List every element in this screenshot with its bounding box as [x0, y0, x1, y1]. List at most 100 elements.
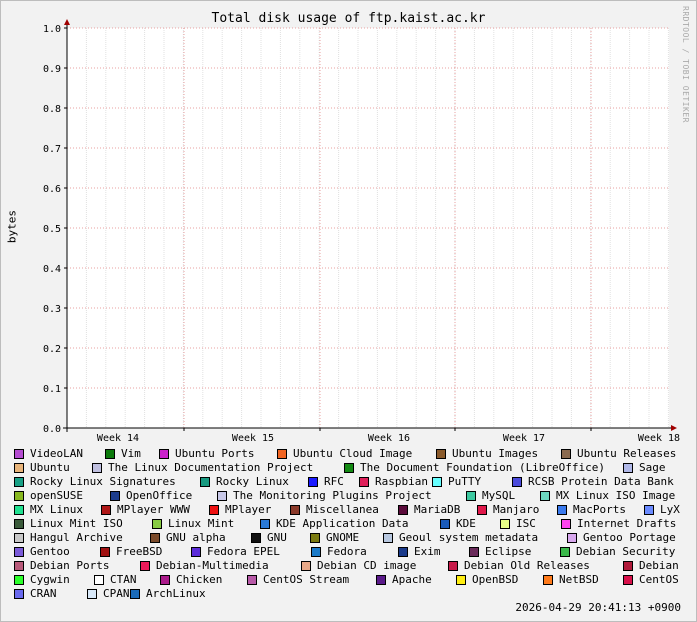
legend-label: FreeBSD: [116, 545, 163, 558]
legend-item: Debian CD image: [301, 559, 416, 572]
legend-swatch: [200, 476, 210, 487]
legend-label: Ubuntu Images: [452, 447, 539, 460]
y-tick-label: 0.8: [43, 104, 61, 115]
legend-swatch: [150, 532, 160, 543]
legend-swatch: [277, 448, 287, 459]
legend-label: GNU alpha: [166, 531, 226, 544]
legend-item: Debian Old Releases: [448, 559, 590, 572]
legend-item: Sage: [623, 461, 666, 474]
legend-swatch: [644, 504, 654, 515]
legend-swatch: [567, 532, 577, 543]
legend-item: Fedora: [311, 545, 367, 558]
legend-item: MX Linux: [14, 503, 83, 516]
legend-item: Linux Mint ISO: [14, 517, 123, 530]
legend-swatch: [105, 448, 115, 459]
x-tick-label: Week 17: [503, 433, 545, 444]
y-tick-label: 0.3: [43, 304, 61, 315]
legend-swatch: [217, 490, 227, 501]
legend-swatch: [623, 462, 633, 473]
legend-swatch: [160, 574, 170, 585]
legend-item: Rocky Linux Signatures: [14, 475, 176, 488]
legend-label: Vim: [121, 447, 141, 460]
legend-swatch: [110, 490, 120, 501]
legend-item: Raspbian: [359, 475, 428, 488]
legend-label: NetBSD: [559, 573, 599, 586]
legend-item: Debian Ports: [14, 559, 109, 572]
legend-item: ArchLinux: [130, 587, 206, 600]
legend-label: CPAN: [103, 587, 130, 600]
legend-label: Fedora EPEL: [207, 545, 280, 558]
legend-item: VideoLAN: [14, 447, 83, 460]
legend-item: GNU alpha: [150, 531, 226, 544]
legend-label: CTAN: [110, 573, 137, 586]
legend-swatch: [87, 588, 97, 599]
legend-label: Cygwin: [30, 573, 70, 586]
legend-label: OpenBSD: [472, 573, 519, 586]
legend-label: MPlayer WWW: [117, 503, 190, 516]
legend-swatch: [359, 476, 369, 487]
legend-swatch: [623, 574, 633, 585]
legend-item: CRAN: [14, 587, 57, 600]
legend-swatch: [456, 574, 466, 585]
x-tick-label: Week 18: [638, 433, 680, 444]
legend-swatch: [247, 574, 257, 585]
legend-swatch: [209, 504, 219, 515]
legend-item: Ubuntu Releases: [561, 447, 676, 460]
y-tick-label: 1.0: [43, 24, 61, 35]
legend-item: The Document Foundation (LibreOffice): [344, 461, 605, 474]
legend-label: Linux Mint ISO: [30, 517, 123, 530]
legend-swatch: [398, 504, 408, 515]
legend-label: ArchLinux: [146, 587, 206, 600]
axes: [63, 19, 677, 432]
legend-label: OpenOffice: [126, 489, 193, 502]
legend-item: Debian-Multimedia: [140, 559, 269, 572]
legend-item: GNU: [251, 531, 287, 544]
legend-label: LyX: [660, 503, 680, 516]
y-tick-label: 0.7: [43, 144, 61, 155]
legend-label: Manjaro: [493, 503, 540, 516]
legend-item: OpenBSD: [456, 573, 518, 586]
legend-item: Fedora EPEL: [191, 545, 280, 558]
legend-item: RFC: [308, 475, 344, 488]
legend-item: MPlayer WWW: [101, 503, 190, 516]
legend-swatch: [14, 546, 24, 557]
legend-label: ISC: [516, 517, 536, 530]
legend-item: Hangul Archive: [14, 531, 123, 544]
chart-area: 0.0 0.1 0.2 0.3 0.4 0.5 0.6 0.7 0.8 0.9 1.0 Week 1…: [43, 19, 680, 444]
y-tick-label: 0.1: [43, 384, 61, 395]
legend-swatch: [14, 518, 24, 529]
legend-label: MySQL: [482, 489, 516, 502]
legend-label: KDE: [456, 517, 476, 530]
legend-swatch: [310, 532, 320, 543]
legend-swatch: [376, 574, 386, 585]
legend-swatch: [251, 532, 261, 543]
legend-swatch: [540, 490, 550, 501]
legend-swatch: [152, 518, 162, 529]
legend-label: Raspbian: [375, 475, 428, 488]
legend-label: Linux Mint: [168, 517, 235, 530]
legend-swatch: [140, 560, 150, 571]
legend-item: MX Linux ISO Image: [540, 489, 675, 502]
legend-label: Eclipse: [485, 545, 532, 558]
y-axis-arrow: [64, 19, 70, 25]
legend-swatch: [448, 560, 458, 571]
legend-label: MPlayer: [225, 503, 272, 516]
legend-label: openSUSE: [30, 489, 83, 502]
legend-item: Geoul system metadata: [383, 531, 538, 544]
legend-label: Apache: [392, 573, 432, 586]
legend-label: The Linux Documentation Project: [108, 461, 314, 474]
legend-label: KDE Application Data: [276, 517, 409, 530]
legend-label: The Document Foundation (LibreOffice): [360, 461, 606, 474]
legend-label: Rocky Linux Signatures: [30, 475, 176, 488]
legend-item: MPlayer: [209, 503, 271, 516]
legend-label: Debian Security: [576, 545, 676, 558]
legend-item: Rocky Linux: [200, 475, 289, 488]
legend-swatch: [398, 546, 408, 557]
legend-swatch: [14, 532, 24, 543]
legend-swatch: [560, 546, 570, 557]
legend-label: MX Linux ISO Image: [556, 489, 676, 502]
legend-label: Gentoo: [30, 545, 70, 558]
legend-swatch: [561, 518, 571, 529]
legend-item: Ubuntu Images: [436, 447, 538, 460]
legend-item: CentOS: [623, 573, 679, 586]
